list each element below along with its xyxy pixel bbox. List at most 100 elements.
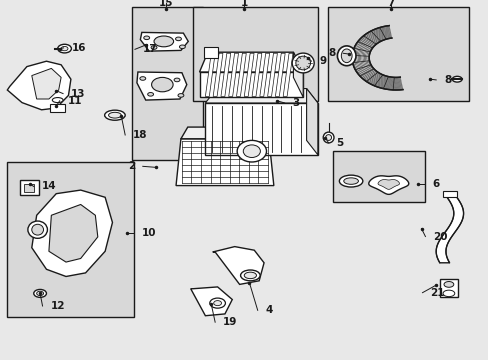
Text: 8: 8: [443, 75, 450, 85]
Polygon shape: [32, 190, 112, 276]
Ellipse shape: [451, 76, 461, 82]
Ellipse shape: [52, 98, 63, 103]
Text: 3: 3: [292, 98, 299, 108]
Polygon shape: [236, 53, 246, 96]
Polygon shape: [306, 89, 317, 155]
Polygon shape: [267, 53, 277, 96]
Polygon shape: [283, 53, 292, 96]
Polygon shape: [251, 53, 261, 96]
Text: 8: 8: [327, 48, 335, 58]
Bar: [439, 279, 457, 297]
Ellipse shape: [108, 112, 121, 118]
Ellipse shape: [147, 93, 153, 96]
Polygon shape: [259, 53, 269, 96]
Polygon shape: [49, 204, 98, 262]
Text: 19: 19: [223, 317, 237, 327]
Ellipse shape: [32, 224, 43, 235]
Ellipse shape: [143, 36, 149, 40]
Polygon shape: [190, 287, 232, 316]
Text: 17: 17: [142, 44, 157, 54]
Polygon shape: [176, 139, 273, 186]
Polygon shape: [7, 61, 71, 110]
Text: 13: 13: [71, 89, 85, 99]
Ellipse shape: [34, 289, 46, 297]
Ellipse shape: [174, 78, 180, 82]
Ellipse shape: [341, 49, 351, 63]
Text: 4: 4: [265, 305, 272, 315]
Text: 7: 7: [386, 0, 394, 8]
Bar: [442, 191, 456, 197]
Ellipse shape: [243, 145, 260, 158]
Text: 11: 11: [67, 96, 82, 106]
Ellipse shape: [240, 270, 260, 281]
Text: 1: 1: [241, 0, 247, 8]
Ellipse shape: [337, 46, 355, 66]
Text: 20: 20: [432, 231, 447, 242]
Polygon shape: [351, 26, 402, 90]
Ellipse shape: [442, 290, 454, 297]
Polygon shape: [293, 52, 303, 97]
Polygon shape: [377, 180, 399, 189]
Ellipse shape: [175, 37, 181, 41]
Ellipse shape: [58, 44, 71, 53]
Bar: [327, 7, 468, 101]
Polygon shape: [204, 47, 217, 58]
Ellipse shape: [237, 140, 266, 162]
Polygon shape: [205, 53, 215, 96]
Polygon shape: [212, 247, 264, 284]
Polygon shape: [137, 72, 186, 100]
Text: 5: 5: [336, 138, 343, 148]
Text: 18: 18: [133, 130, 147, 140]
Ellipse shape: [151, 46, 157, 49]
Polygon shape: [205, 103, 317, 155]
Polygon shape: [435, 194, 463, 263]
Ellipse shape: [339, 175, 362, 187]
Ellipse shape: [37, 291, 43, 296]
Ellipse shape: [291, 53, 313, 73]
Text: 15: 15: [159, 0, 173, 8]
Bar: [50, 104, 65, 112]
Bar: [20, 180, 39, 195]
Ellipse shape: [140, 77, 145, 80]
Polygon shape: [221, 53, 230, 96]
Polygon shape: [213, 53, 223, 96]
Text: 14: 14: [41, 181, 56, 192]
Ellipse shape: [343, 178, 358, 184]
Polygon shape: [368, 176, 408, 194]
Ellipse shape: [213, 301, 221, 306]
Polygon shape: [275, 53, 285, 96]
Text: 9: 9: [319, 56, 326, 66]
Bar: [132, 7, 203, 160]
Ellipse shape: [178, 94, 183, 97]
Bar: [24, 184, 34, 192]
Ellipse shape: [209, 298, 225, 308]
Ellipse shape: [61, 46, 68, 51]
Bar: [332, 151, 425, 202]
Ellipse shape: [323, 132, 333, 143]
Polygon shape: [244, 53, 254, 96]
Ellipse shape: [325, 135, 331, 140]
Text: 12: 12: [50, 301, 65, 311]
Text: 21: 21: [429, 288, 444, 298]
Polygon shape: [205, 89, 317, 103]
Ellipse shape: [443, 282, 453, 287]
Polygon shape: [199, 52, 303, 72]
Polygon shape: [32, 68, 61, 99]
Text: 2: 2: [127, 161, 135, 171]
Ellipse shape: [151, 77, 173, 92]
Text: 10: 10: [142, 228, 156, 238]
Text: 6: 6: [431, 179, 439, 189]
Polygon shape: [181, 127, 268, 139]
Ellipse shape: [295, 56, 310, 70]
Polygon shape: [140, 32, 188, 51]
Bar: [193, 7, 317, 101]
Ellipse shape: [104, 110, 125, 120]
Ellipse shape: [179, 45, 185, 49]
Bar: [7, 162, 134, 317]
Polygon shape: [199, 72, 303, 97]
Text: 16: 16: [71, 43, 86, 53]
Ellipse shape: [154, 36, 173, 47]
Ellipse shape: [28, 221, 47, 238]
Polygon shape: [228, 53, 238, 96]
Ellipse shape: [244, 272, 256, 279]
